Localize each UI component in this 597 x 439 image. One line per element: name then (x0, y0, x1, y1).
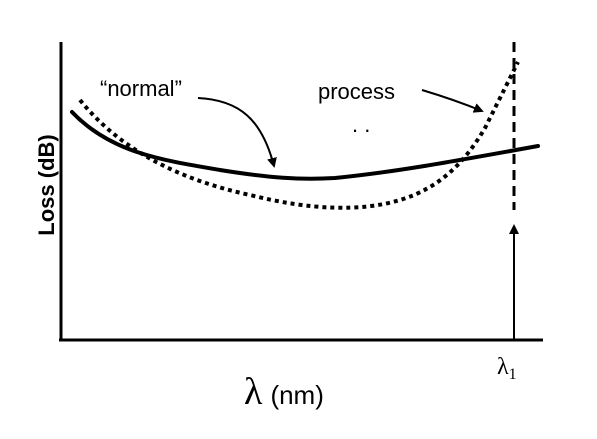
x-axis-label-unit: (nm) (270, 380, 323, 410)
lambda1-symbol: λ (497, 354, 509, 380)
process-pointer-arrow (421, 89, 484, 113)
x-axis-label: λ (nm) (244, 371, 324, 413)
lambda1-label: λ1 (497, 354, 517, 383)
x-axis-label-symbol: λ (244, 371, 263, 413)
dots-annotation: . . (352, 112, 370, 137)
y-axis-label: Loss (dB) (34, 134, 59, 235)
process-annotation: process (318, 79, 395, 104)
lambda1-subscript: 1 (509, 366, 517, 383)
normal-loss-curve (70, 110, 540, 181)
normal-pointer-arrow (197, 97, 277, 168)
normal-annotation: “normal” (100, 76, 182, 101)
process-loss-curve (78, 61, 520, 210)
